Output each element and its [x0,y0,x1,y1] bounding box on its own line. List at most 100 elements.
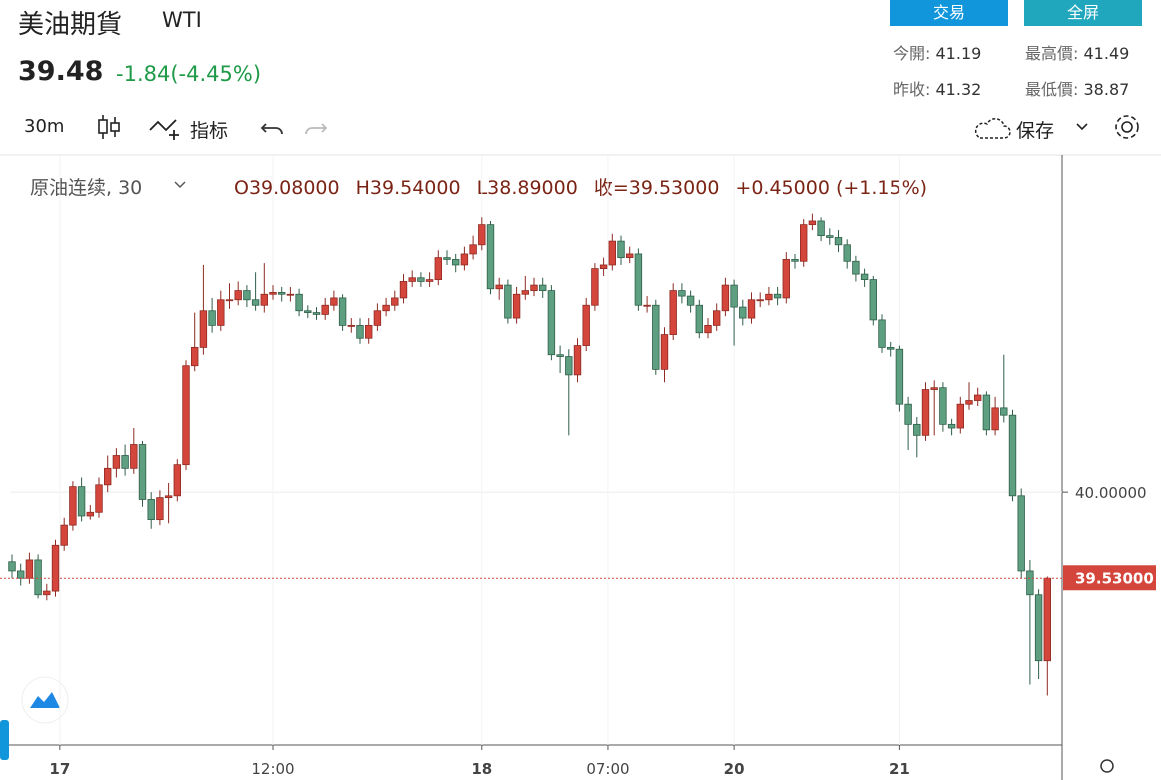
candle-body [321,304,329,315]
candle-body [208,310,216,326]
logo [21,676,69,724]
dropdown-icon[interactable] [1074,120,1090,134]
candle-body [1008,414,1017,497]
candle-body [695,304,703,334]
candle-body [164,495,173,499]
settings-icon[interactable] [1110,110,1144,144]
candle-body [356,325,364,339]
candle-body [539,284,547,291]
candle-body [739,306,747,319]
x-tick-label: 17 [49,760,70,778]
candle-body [573,345,582,376]
candle-body [565,356,573,376]
time-settings-icon[interactable] [1100,759,1114,773]
candle-body [860,273,869,280]
trade-button[interactable]: 交易 [890,0,1008,26]
candle-body [974,394,982,401]
candle-body [704,325,712,334]
legend-value: L38.89000 [477,177,578,199]
candle-body [765,293,773,301]
x-tick-label: 20 [724,760,745,778]
candle-body [773,293,782,299]
candle-body [425,279,434,282]
indicator-icon[interactable] [148,114,184,142]
candle-body [156,497,164,521]
save-button[interactable]: 保存 [1016,120,1055,142]
candle-body [469,244,477,255]
candle-body [930,387,938,390]
candle-body [904,403,912,425]
candle-body [547,290,556,356]
candle-body [791,259,799,262]
candle-body [451,259,460,266]
candle-body [895,348,904,405]
candle-body [652,304,660,370]
side-tab[interactable] [0,720,9,760]
candle-body [43,590,51,596]
candle-body [399,281,408,299]
indicator-button[interactable]: 指标 [190,120,229,142]
candle-body [347,325,355,327]
candle-body [686,295,695,306]
candle-body [190,346,199,367]
candle-body [86,511,94,517]
legend-dropdown[interactable] [174,181,186,189]
candle-body [391,297,399,306]
candle-type-icon[interactable] [96,112,122,142]
interval-button[interactable]: 30m [24,116,65,137]
candle-body [51,544,60,592]
stat-label: 最低價: [1025,80,1079,99]
fullscreen-button[interactable]: 全屏 [1024,0,1142,26]
candle-body [521,290,529,295]
candle-body [582,304,590,346]
candle-body [843,244,851,262]
candle-body [1026,570,1034,596]
x-tick-label: 07:00 [586,760,629,778]
candle-body [130,444,138,469]
candle-body [121,455,129,469]
cloud-icon[interactable] [972,114,1012,142]
last-price-label: 39.53000 [1075,569,1154,587]
legend-value: O39.08000 [234,177,340,199]
candle-body [643,304,651,307]
price: 39.48 [18,56,104,87]
candle-body [269,292,277,295]
candle-body [808,220,817,226]
candle-body [286,293,295,296]
stat: 昨收: 41.32 [893,76,981,100]
candle-body [95,484,103,513]
candle-body [678,290,686,297]
undo-redo[interactable] [260,116,330,140]
candle-body [834,237,843,246]
candle-body [947,423,956,429]
symbol: WTI [162,8,202,32]
candle-body [817,220,825,237]
legend-value: H39.54000 [356,177,461,199]
stat-label: 最高價: [1025,44,1079,63]
candle-body [434,257,442,280]
x-tick-label: 21 [889,760,910,778]
legend-value: 收=39.53000 [594,177,720,199]
candle-body [225,299,234,302]
candle-body [217,299,225,326]
candle-body [782,259,790,299]
candle-body [1043,577,1051,662]
ohlc-legend: O39.08000 H39.54000 L38.89000 收=39.53000 +0.… [234,177,927,199]
candle-body [747,299,756,319]
candle-body [251,299,260,306]
candle-body [982,394,991,431]
candle-body [852,260,860,275]
title: 美油期貨 [18,10,123,40]
candle-body [138,444,147,500]
candle-body [147,499,155,521]
candle-body [8,561,16,572]
candle-body [330,297,338,306]
candle-body [1017,495,1025,572]
candle-body [913,423,921,436]
last-price-box [1063,565,1156,591]
candle-body [556,354,564,357]
candle-body [443,257,451,260]
x-tick-label: 18 [471,760,492,778]
candle-body [826,235,834,238]
